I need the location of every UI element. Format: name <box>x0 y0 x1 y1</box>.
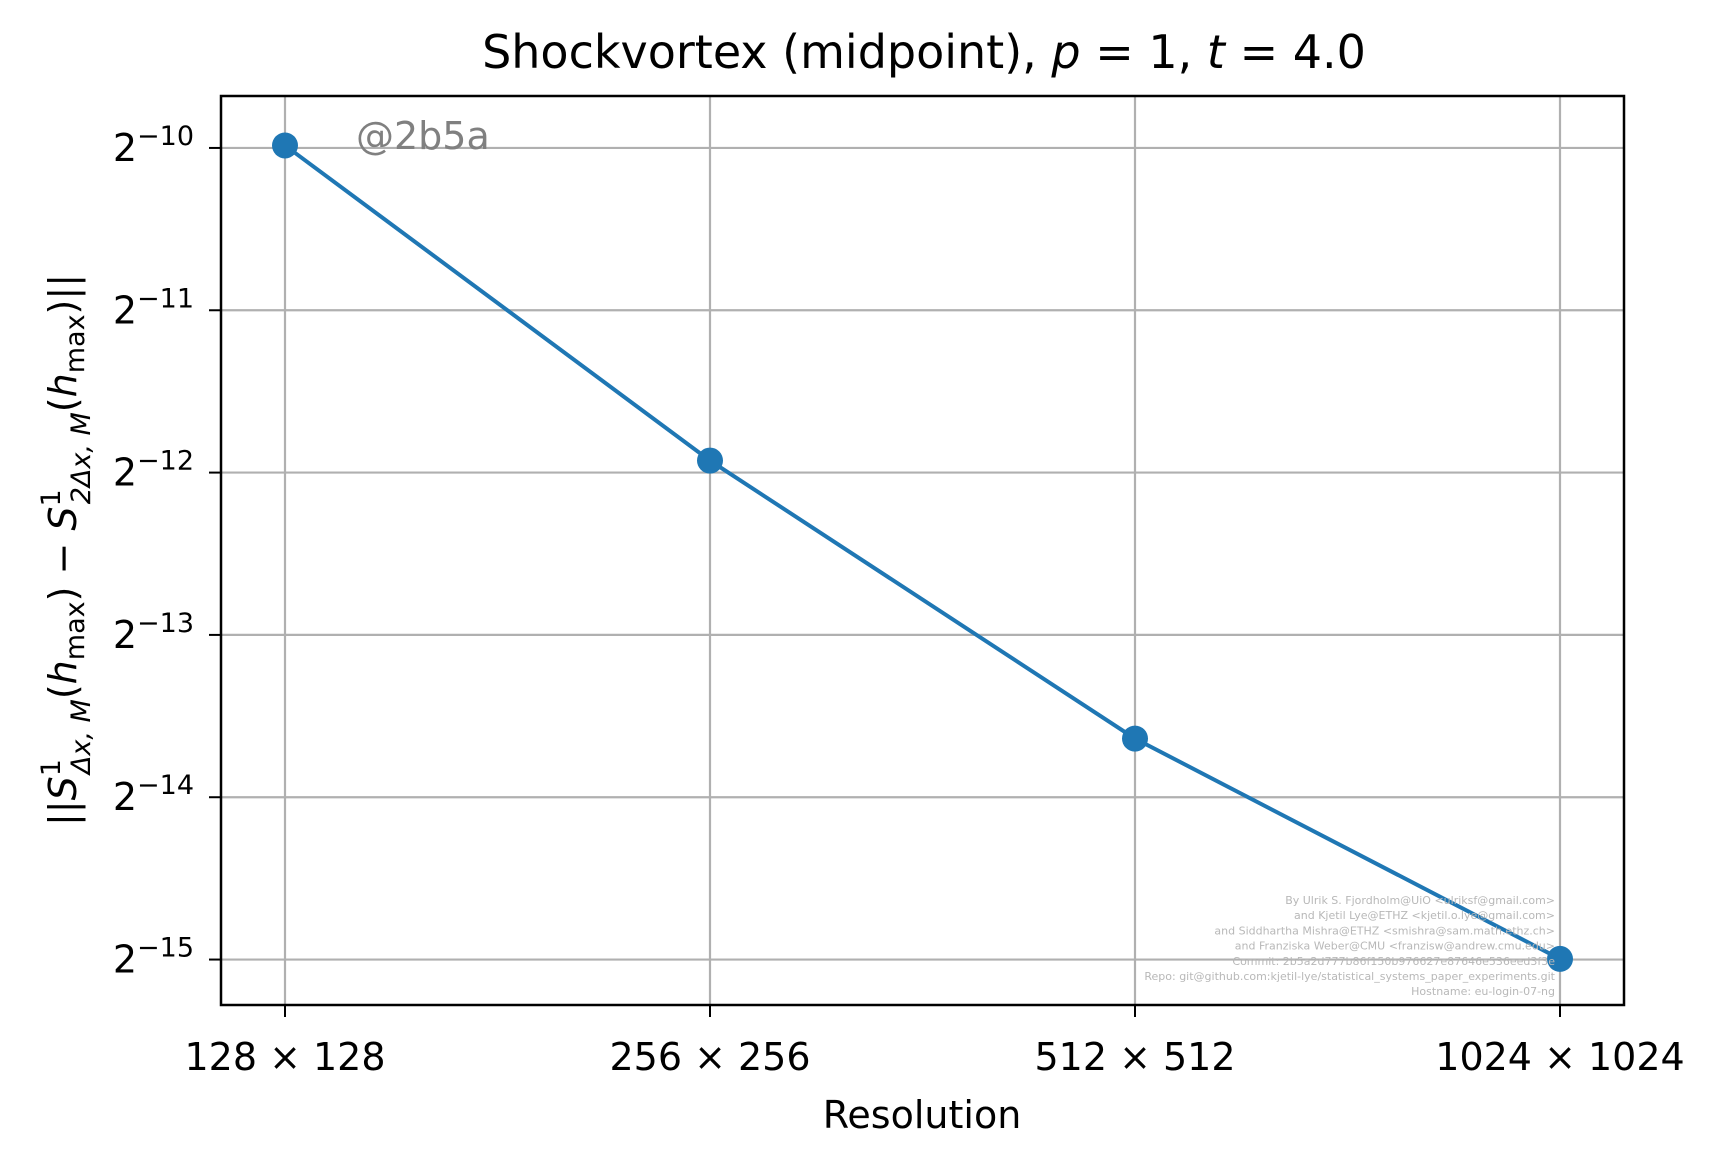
y-tick-label: 2−10 <box>113 121 194 170</box>
ylabel-s2-sub: 2Δx, M <box>66 412 97 504</box>
x-tick-label: 512 × 512 <box>1034 1035 1235 1079</box>
credit-line: Repo: git@github.com:kjetil-lye/statisti… <box>1144 970 1555 983</box>
ylabel-h1-open: ( <box>41 684 85 699</box>
x-tick-label: 128 × 128 <box>184 1035 385 1079</box>
credit-line: and Kjetil Lye@ETHZ <kjetil.o.lye@gmail.… <box>1294 909 1555 922</box>
chart-title: Shockvortex (midpoint), p = 1, t = 4.0 <box>482 25 1366 79</box>
y-tick-label: 2−14 <box>113 770 194 819</box>
ylabel-s2: S <box>41 506 85 530</box>
x-tick-label: 256 × 256 <box>609 1035 810 1079</box>
credit-line: Hostname: eu-login-07-ng <box>1411 985 1555 998</box>
y-tick-base: 2 <box>113 451 137 495</box>
ylabel-h2-sub: max <box>60 314 91 373</box>
ylabel-s1-sup: 1 <box>36 759 67 776</box>
data-point <box>1547 945 1573 972</box>
y-tick-base: 2 <box>113 938 137 982</box>
data-point <box>272 132 298 159</box>
ylabel-bars-open: || <box>41 800 86 826</box>
y-tick-exponent: −15 <box>137 933 194 964</box>
data-point <box>1122 725 1148 752</box>
ylabel-h1-sub: max <box>60 601 91 660</box>
y-tick-label: 2−11 <box>113 283 194 332</box>
y-tick-exponent: −10 <box>137 121 194 152</box>
y-axis-label: ||S1Δx, M(hmax) − S12Δx, M(hmax)|| <box>36 274 97 826</box>
commit-tag: @2b5a <box>356 114 490 158</box>
ylabel-s1-sub: Δx, M <box>66 699 97 776</box>
y-tick-label: 2−12 <box>113 446 194 495</box>
y-tick-base: 2 <box>113 126 137 170</box>
y-tick-label: 2−13 <box>113 608 194 657</box>
y-tick-exponent: −14 <box>137 770 194 801</box>
series-line <box>283 143 1561 961</box>
y-tick-exponent: −12 <box>137 446 194 477</box>
y-tick-base: 2 <box>113 288 137 332</box>
axis-ticks: 128 × 128 256 × 256 512 × 512 1024 × 10242−… <box>113 121 1685 1079</box>
credits-block: By Ulrik S. Fjordholm@UiO <ulriksf@gmail… <box>1144 894 1555 998</box>
ylabel-h1: h <box>41 660 85 684</box>
y-tick-base: 2 <box>113 613 137 657</box>
ylabel-s2-sup: 1 <box>36 489 67 506</box>
credit-line: and Siddhartha Mishra@ETHZ <smishra@sam.… <box>1214 924 1555 937</box>
title-p-symbol: p <box>1050 25 1080 79</box>
title-prefix: Shockvortex (midpoint), <box>482 25 1051 79</box>
y-tick-exponent: −11 <box>137 283 194 314</box>
data-point <box>697 447 723 474</box>
credit-line: By Ulrik S. Fjordholm@UiO <ulriksf@gmail… <box>1285 894 1555 907</box>
ylabel-h2: h <box>41 373 85 397</box>
credit-line: and Franziska Weber@CMU <franzisw@andrew… <box>1235 940 1555 953</box>
y-tick-exponent: −13 <box>137 608 194 639</box>
series-line-group <box>272 132 1573 972</box>
ylabel-bars-close: )|| <box>41 274 86 314</box>
title-t-symbol: t <box>1207 25 1227 79</box>
title-t-eq: = 4.0 <box>1225 25 1366 79</box>
ylabel-mid: ) − <box>41 531 85 602</box>
credit-line: Commit: 2b5a2d777b86f150b976627e87646e53… <box>1232 955 1555 968</box>
ylabel-s1: S <box>41 776 85 800</box>
y-tick-label: 2−15 <box>113 933 194 982</box>
plot-frame <box>219 94 1626 1007</box>
title-p-eq: = 1, <box>1081 25 1207 79</box>
x-tick-label: 1024 × 1024 <box>1435 1035 1684 1079</box>
ylabel-h2-open: ( <box>41 397 85 412</box>
y-tick-base: 2 <box>113 775 137 819</box>
svg-text:||S1Δx, M(hmax) − S12Δx, M(hma: ||S1Δx, M(hmax) − S12Δx, M(hmax)|| <box>36 274 97 826</box>
grid <box>221 96 1624 1005</box>
x-axis-label: Resolution <box>823 1093 1022 1137</box>
